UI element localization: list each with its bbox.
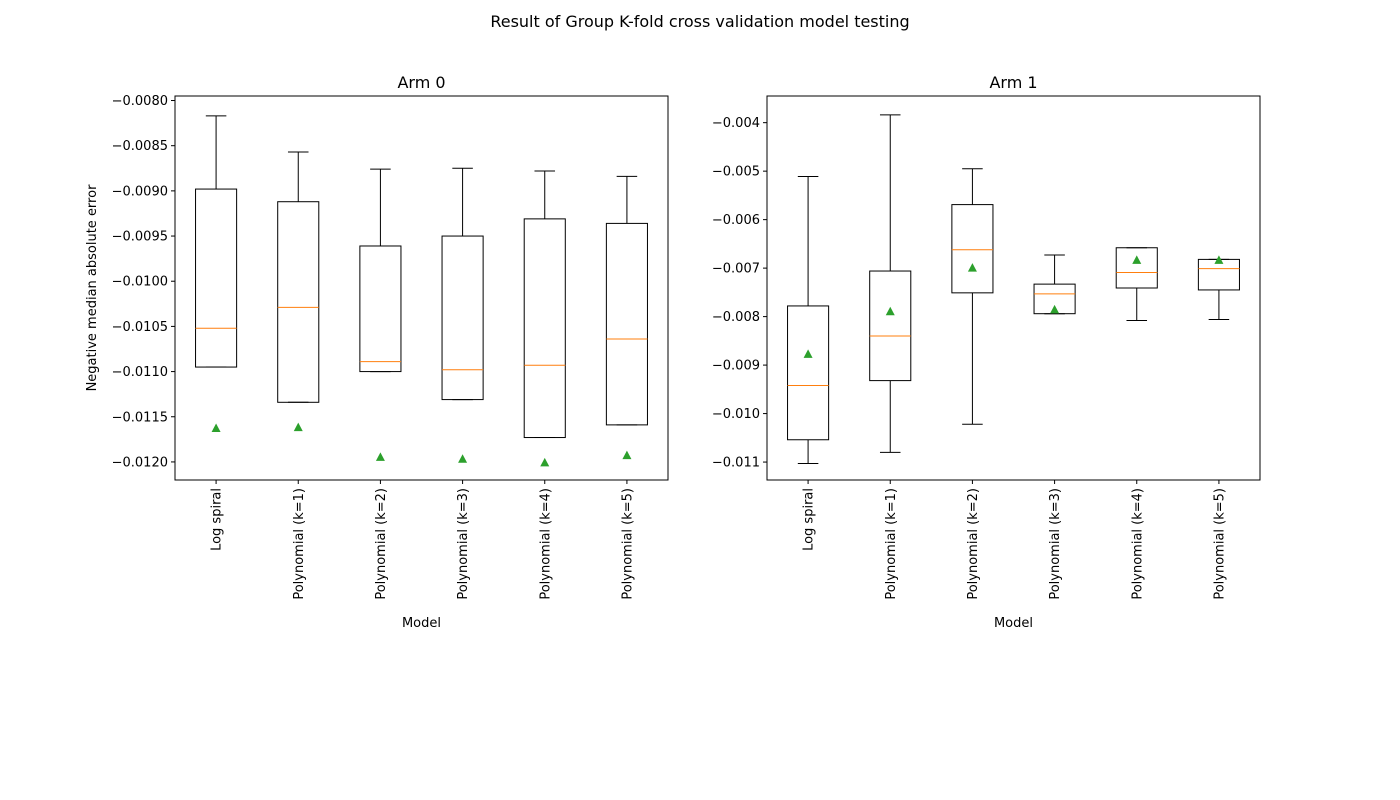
mean-marker <box>1214 255 1224 264</box>
y-tick-label: −0.006 <box>712 213 760 228</box>
box-iqr <box>277 201 320 403</box>
x-tick-label: Polynomial (k=1) <box>292 488 307 600</box>
y-tick-label: −0.0120 <box>112 455 168 470</box>
box-iqr <box>605 222 648 426</box>
mean-marker <box>211 423 221 432</box>
y-tick-label: −0.0100 <box>112 275 168 290</box>
y-tick-label: −0.0095 <box>112 230 168 245</box>
x-tick-label: Polynomial (k=4) <box>1130 488 1145 600</box>
x-tick-label: Polynomial (k=1) <box>884 488 899 600</box>
y-tick-label: −0.0110 <box>112 365 168 380</box>
subplot-title: Arm 0 <box>397 73 445 92</box>
x-tick-label: Polynomial (k=5) <box>1212 488 1227 600</box>
mean-marker <box>375 452 385 461</box>
y-tick-label: −0.0080 <box>112 94 168 109</box>
box-iqr <box>359 245 402 373</box>
y-tick-label: −0.007 <box>712 262 760 277</box>
box-iqr <box>195 188 238 368</box>
y-tick-label: −0.008 <box>712 310 760 325</box>
y-tick-label: −0.009 <box>712 359 760 374</box>
mean-marker <box>1050 304 1060 314</box>
y-tick-label: −0.0115 <box>112 410 168 425</box>
x-tick-label: Polynomial (k=3) <box>1048 488 1063 600</box>
subplot-arm-1: Arm 1 Model −0.004 −0.005 −0.006 −0.007 −0.0… <box>712 73 1261 631</box>
box-iqr <box>951 204 994 294</box>
y-tick-label: −0.005 <box>712 165 760 180</box>
x-tick-label: Polynomial (k=2) <box>966 488 981 600</box>
x-tick-label: Polynomial (k=3) <box>456 488 471 600</box>
mean-marker <box>1132 255 1142 264</box>
mean-marker <box>885 306 895 316</box>
y-tick-label: −0.011 <box>712 456 760 471</box>
mean-marker <box>622 450 632 460</box>
box-iqr <box>787 305 830 441</box>
axes-frame <box>174 95 669 481</box>
mean-marker <box>293 422 303 432</box>
mean-marker <box>540 457 550 467</box>
box-iqr <box>1197 258 1240 291</box>
y-tick-label: −0.004 <box>712 116 760 131</box>
mean-marker <box>458 454 468 463</box>
x-axis-label: Model <box>402 616 441 631</box>
x-tick-label: Polynomial (k=4) <box>538 488 553 600</box>
subplot-arm-0: Arm 0 Negative median absolute error Mod… <box>85 73 669 631</box>
axes-frame <box>766 95 1261 481</box>
y-tick-label: −0.010 <box>712 407 760 422</box>
subplot-title: Arm 1 <box>989 73 1037 92</box>
x-tick-label: Log spiral <box>802 488 817 551</box>
figure-suptitle: Result of Group K-fold cross validation … <box>490 12 909 31</box>
x-axis-label: Model <box>994 616 1033 631</box>
x-tick-label: Log spiral <box>210 488 225 551</box>
x-tick-label: Polynomial (k=5) <box>620 488 635 600</box>
mean-marker <box>967 263 977 272</box>
y-tick-label: −0.0105 <box>112 320 168 335</box>
y-tick-label: −0.0085 <box>112 139 168 154</box>
y-axis-label: Negative median absolute error <box>85 184 100 391</box>
box-iqr <box>869 270 912 382</box>
box-iqr <box>523 218 566 439</box>
box-iqr <box>1033 283 1076 315</box>
box-iqr <box>1115 247 1158 289</box>
x-tick-label: Polynomial (k=2) <box>374 488 389 600</box>
box-iqr <box>441 235 484 401</box>
mean-marker <box>803 349 813 358</box>
y-tick-label: −0.0090 <box>112 184 168 199</box>
